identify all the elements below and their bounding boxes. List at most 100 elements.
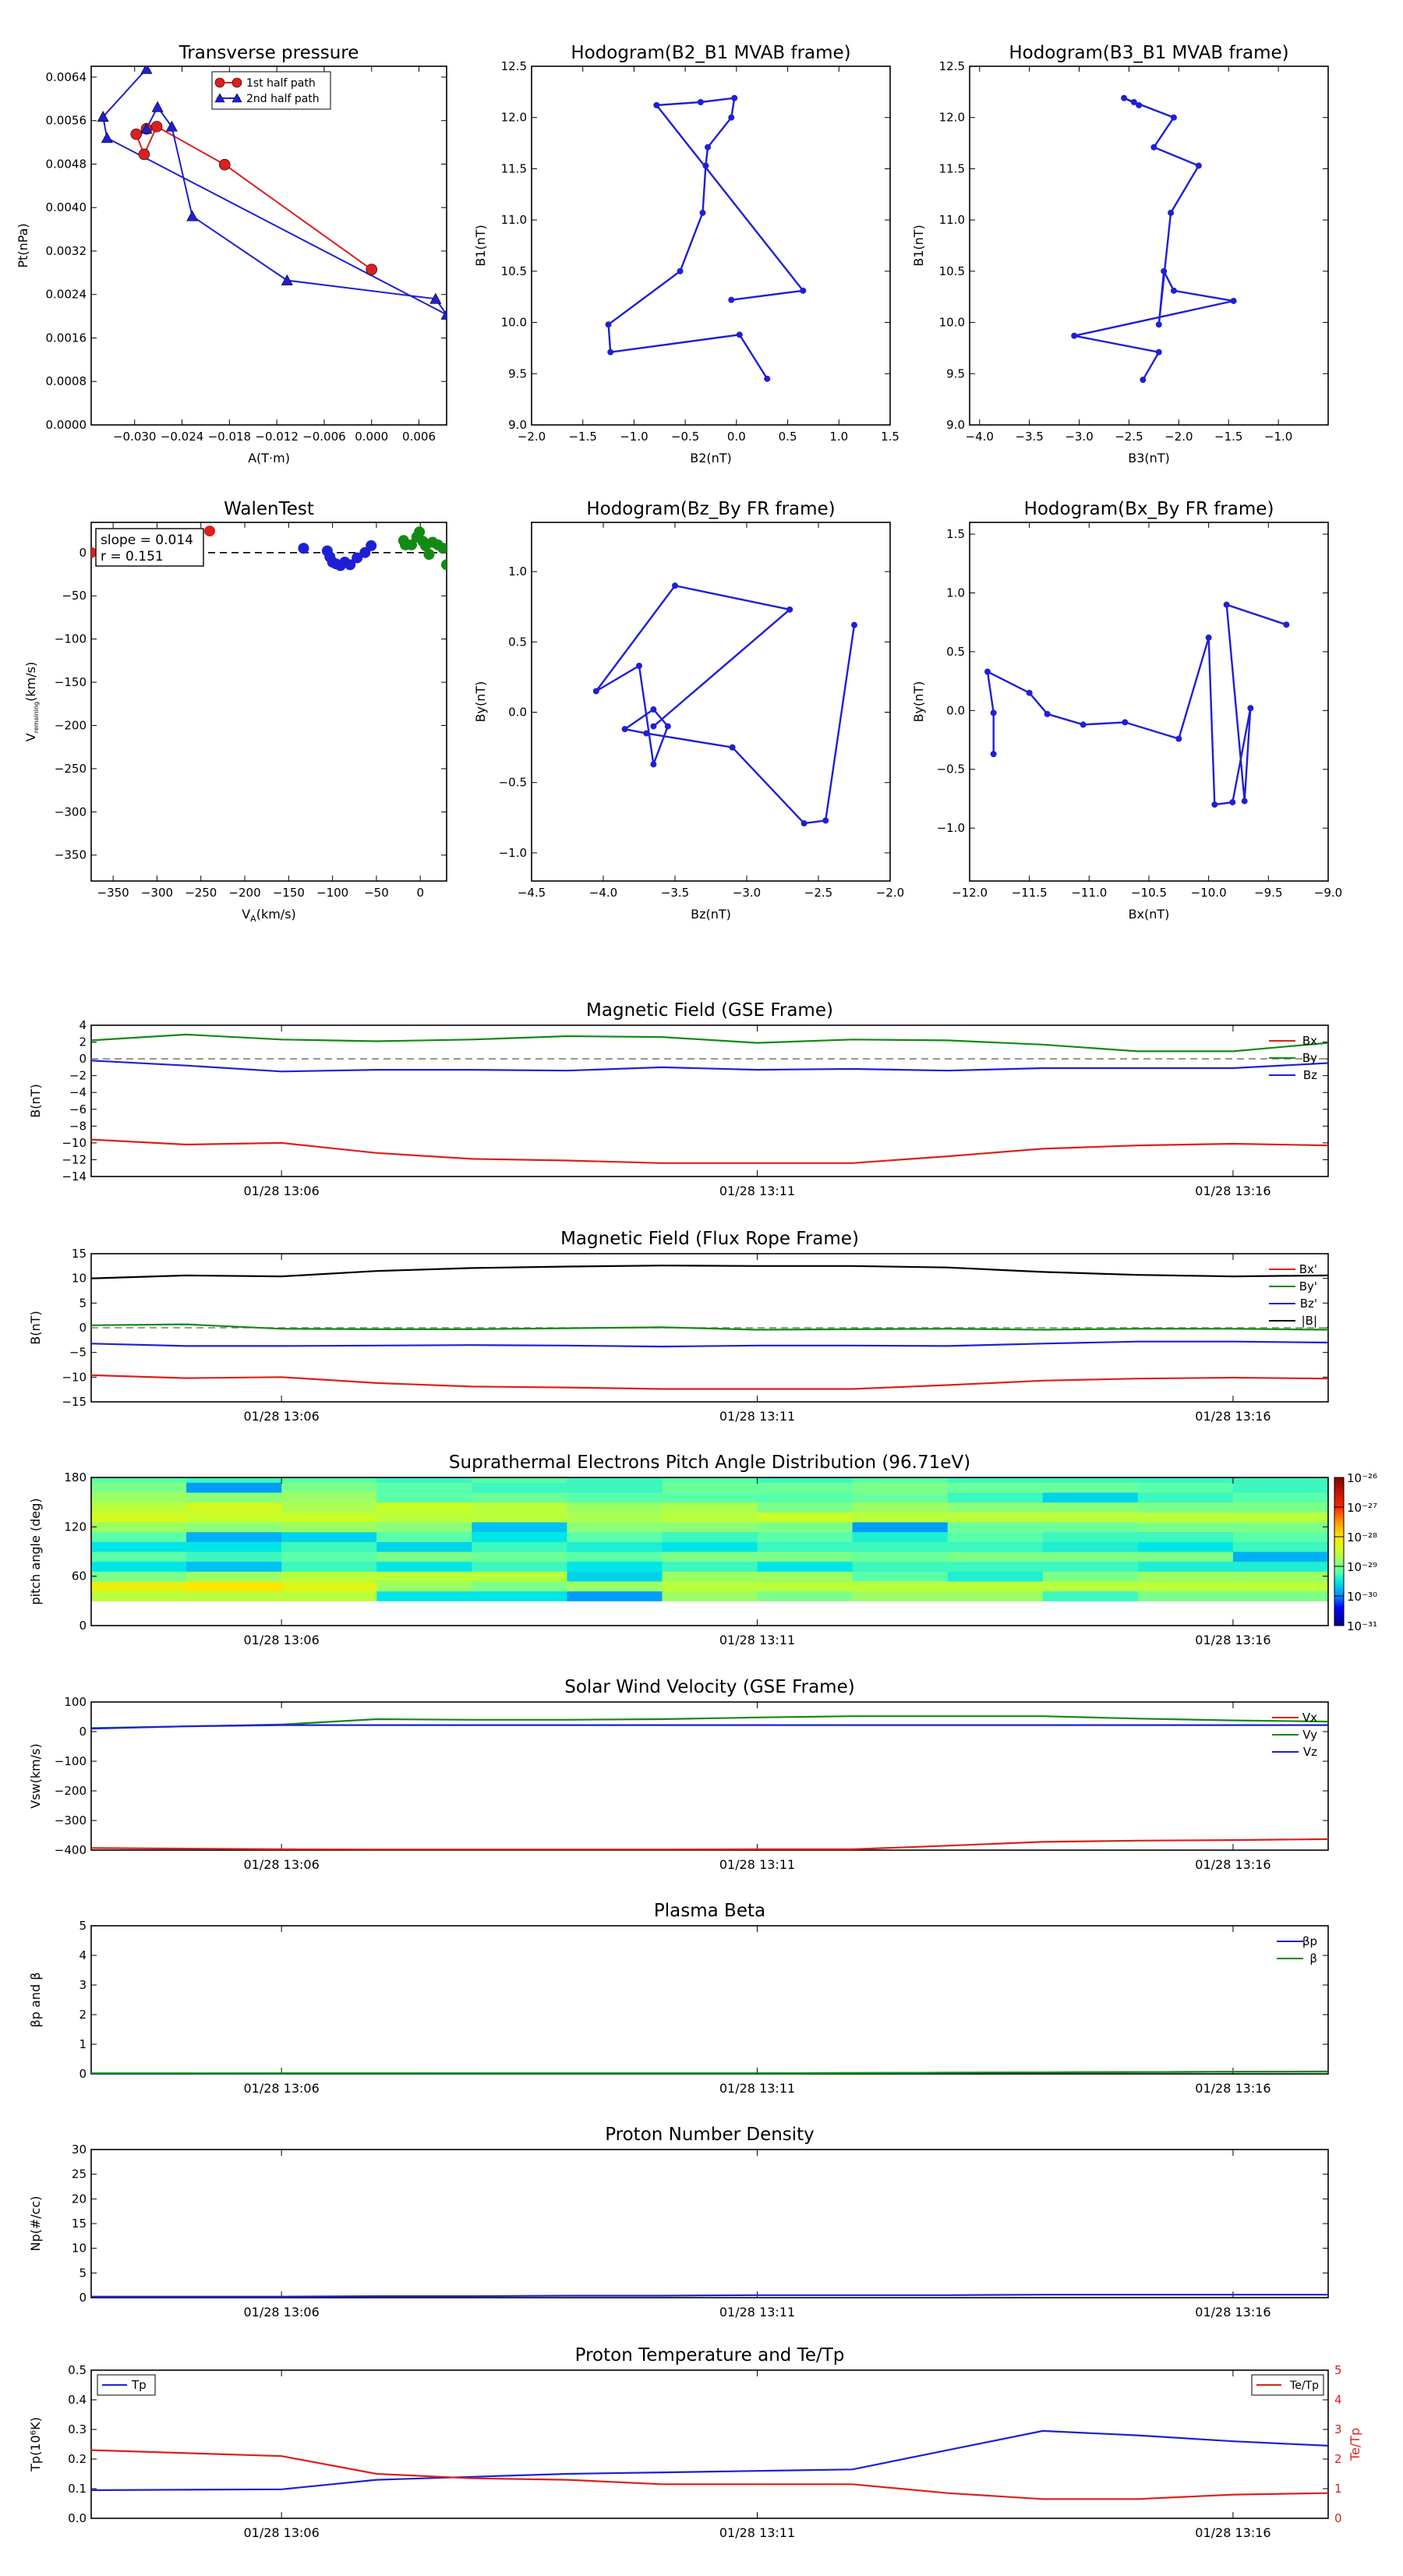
- temp-series-Tp-line: [90, 2429, 1329, 2491]
- h4-point: [1223, 601, 1230, 608]
- pad-cell: [567, 1552, 663, 1562]
- beta-legend-label: β: [1309, 1951, 1317, 1966]
- pad-cell: [567, 1541, 663, 1552]
- mag_fr-time-tick-label: 01/28 13:06: [243, 1409, 319, 1424]
- pad-cell: [376, 1541, 472, 1552]
- h3-point: [800, 820, 808, 827]
- wt-point-blue: [359, 547, 371, 558]
- pad-cell: [91, 1482, 187, 1493]
- pad-cell: [472, 1522, 567, 1533]
- pad-colorbar-label: 10⁻²⁶: [1347, 1471, 1377, 1485]
- pad-cell: [662, 1512, 758, 1523]
- wt-x-tick-label: −150: [273, 886, 305, 900]
- h1-point: [677, 267, 684, 274]
- h2-point: [1168, 209, 1175, 216]
- tp-axes: [90, 65, 447, 426]
- wtclip-group: [91, 525, 447, 571]
- h4-point: [1026, 689, 1033, 696]
- mag_gse-y-tick-label: 0: [79, 1052, 87, 1066]
- h3-x-tick-label: −2.5: [804, 886, 832, 900]
- tp-ylabel: Pt(nPa): [16, 223, 30, 267]
- wt-y-tick-label: −200: [55, 718, 87, 732]
- pad-cell: [186, 1591, 282, 1601]
- vel-time-tick-label: 01/28 13:11: [719, 1857, 795, 1872]
- h1-point: [736, 331, 743, 338]
- h1-x-tick-label: −1.0: [620, 430, 648, 444]
- h3-point: [643, 730, 650, 737]
- h2-point: [1071, 332, 1078, 339]
- h2-x-tick-label: −1.0: [1264, 430, 1292, 444]
- h3-title: Hodogram(Bz_By FR frame): [586, 499, 835, 519]
- h3-x-tick-label: −4.0: [589, 886, 617, 900]
- beta-time-tick-label: 01/28 13:11: [719, 2081, 795, 2096]
- mag_fr-ylabel: B(nT): [28, 1311, 43, 1344]
- tp-point-2nd: [165, 120, 178, 132]
- h3-y-tick-label: 0.0: [508, 706, 527, 720]
- h4-point: [1247, 705, 1254, 712]
- tp-x-tick-label: 0.000: [355, 430, 388, 444]
- temp-series-TeTp-line: [90, 2449, 1329, 2500]
- mag_fr-title: Magnetic Field (Flux Rope Frame): [560, 1229, 859, 1249]
- pad-cell: [1232, 1522, 1328, 1533]
- h2-point: [1161, 267, 1168, 274]
- wt-point-blue: [345, 559, 356, 571]
- h2-y-tick-label: 10.5: [939, 264, 965, 278]
- np-ylabel: Np(#/cc): [28, 2196, 43, 2252]
- h3-point: [650, 761, 657, 768]
- h4-point: [1080, 721, 1087, 728]
- mag_gse-y-tick-label: −14: [62, 1169, 87, 1184]
- pad-cell: [662, 1581, 758, 1592]
- vel-time-tick-label: 01/28 13:16: [1195, 1857, 1270, 1872]
- h3-y-tick-label: 0.5: [508, 635, 527, 649]
- h1-series-line: [607, 97, 805, 380]
- mag_fr-legend-label: By': [1299, 1279, 1317, 1293]
- pad-cell: [91, 1477, 187, 1483]
- mag_gse-y-tick-label: −4: [69, 1085, 87, 1099]
- h2-x-tick-label: −4.0: [966, 430, 994, 444]
- mag_fr-series-|B|-line: [90, 1265, 1329, 1279]
- pad-cell: [281, 1531, 377, 1542]
- np-y-tick-label: 30: [72, 2143, 87, 2157]
- pad-cell: [852, 1522, 949, 1533]
- h3-xlabel: Bz(nT): [691, 907, 731, 922]
- pad-cell: [757, 1482, 853, 1493]
- tp-x-tick-label: −0.024: [161, 430, 204, 444]
- pad-cell: [281, 1591, 377, 1601]
- pad-cell: [567, 1591, 663, 1601]
- pad-cell: [1042, 1492, 1139, 1503]
- wt-x-tick-label: 0: [416, 886, 424, 900]
- pad-cell: [472, 1512, 567, 1523]
- pad-cell: [376, 1591, 472, 1601]
- pad-cell: [281, 1482, 377, 1493]
- pad-cell: [186, 1561, 282, 1572]
- h4-point: [1229, 798, 1236, 805]
- pad-colorbar: [1334, 1477, 1345, 1626]
- pad-cell: [757, 1492, 853, 1503]
- tp-point-2nd: [140, 66, 153, 74]
- vel-legend-label: Vy: [1302, 1728, 1317, 1742]
- pad-cell: [947, 1492, 1044, 1503]
- np-y-tick-label: 15: [72, 2217, 87, 2231]
- h4-xlabel: Bx(nT): [1129, 907, 1170, 922]
- h3-point: [729, 744, 736, 751]
- wt-x-tick-label: −300: [141, 886, 173, 900]
- h3-point: [650, 706, 657, 713]
- pad-cell: [567, 1477, 663, 1483]
- pad-cell: [91, 1512, 187, 1523]
- h2-series-line: [1073, 97, 1234, 380]
- pad-cell: [281, 1571, 377, 1582]
- pad-cell: [1042, 1541, 1139, 1552]
- pad-cell: [186, 1477, 282, 1483]
- beta-legend-label: βp: [1302, 1934, 1317, 1948]
- pad-cell: [186, 1482, 282, 1493]
- temp-y-tick-label: 0.2: [68, 2452, 87, 2466]
- h4-x-tick-label: −9.5: [1254, 886, 1282, 900]
- pad-cell: [947, 1591, 1044, 1601]
- pad-cell: [472, 1561, 567, 1572]
- pad-cell: [852, 1482, 949, 1493]
- wt-point-green: [414, 526, 426, 538]
- pad-cell: [1042, 1522, 1139, 1533]
- h1-point: [800, 287, 807, 294]
- wt-axes: [90, 522, 447, 882]
